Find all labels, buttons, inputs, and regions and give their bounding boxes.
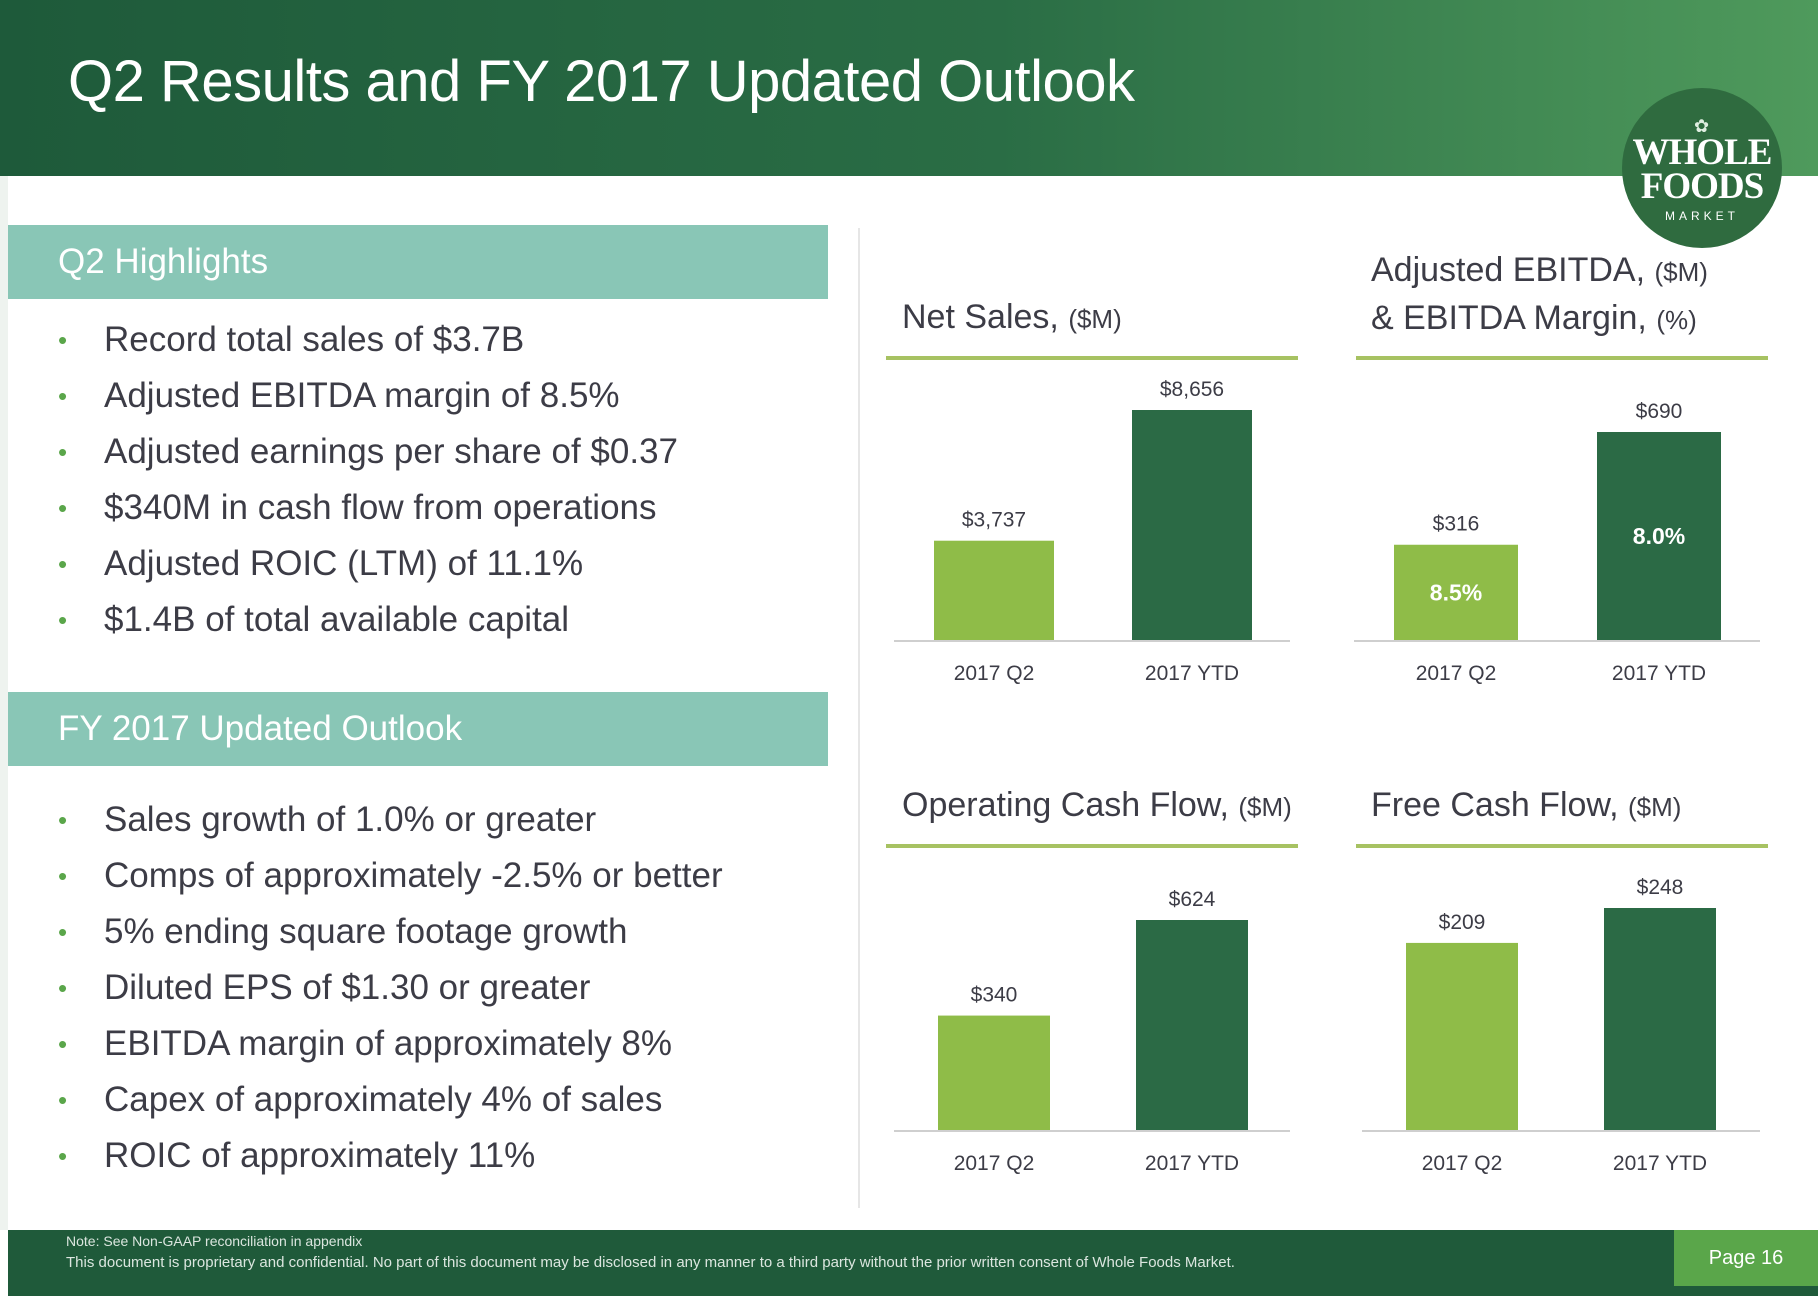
ebitda-title-text: Adjusted EBITDA, — [1371, 251, 1646, 289]
q2-highlight-item: $340M in cash flow from operations — [58, 480, 678, 536]
footer-bar — [8, 1230, 1818, 1296]
chart-1-margin-label: 8.0% — [1633, 523, 1685, 549]
q2-highlight-item: Adjusted earnings per share of $0.37 — [58, 424, 678, 480]
chart-3-tick-label: 2017 YTD — [1613, 1152, 1707, 1175]
ebitda-title-unit-2: (%) — [1656, 305, 1697, 335]
chart-1-tick-label: 2017 YTD — [1612, 662, 1706, 685]
chart-0-data-label: $3,737 — [962, 509, 1026, 532]
left-edge-strip — [0, 176, 8, 1230]
chart-1-data-label: $316 — [1433, 513, 1480, 536]
chart-2-data-label: $624 — [1169, 888, 1216, 911]
chart-1-bar — [1394, 544, 1518, 640]
ebitda-chart-title: Adjusted EBITDA, ($M) & EBITDA Margin, (… — [1371, 247, 1708, 343]
q2-highlight-item: $1.4B of total available capital — [58, 592, 678, 648]
chart-1-margin-label: 8.5% — [1430, 579, 1482, 605]
net-sales-title-text: Net Sales, — [902, 298, 1059, 336]
chart-0-bar — [1132, 410, 1252, 640]
ebitda-title-unit: ($M) — [1654, 257, 1708, 287]
fy-outlook-item: 5% ending square footage growth — [58, 904, 723, 960]
operating-cash-flow-chart-title: Operating Cash Flow, ($M) — [902, 782, 1292, 830]
fy-outlook-item: Comps of approximately -2.5% or better — [58, 848, 723, 904]
leaf-icon: ✿ — [1694, 116, 1710, 136]
chart-1-tick-label: 2017 Q2 — [1416, 662, 1497, 685]
chart-0-bar — [934, 540, 1054, 640]
q2-highlight-item: Record total sales of $3.7B — [58, 312, 678, 368]
fy-outlook-heading: FY 2017 Updated Outlook — [8, 692, 828, 766]
chart-2-tick-label: 2017 YTD — [1145, 1152, 1239, 1175]
fy-outlook-item: Capex of approximately 4% of sales — [58, 1072, 723, 1128]
net-sales-title-unit: ($M) — [1068, 304, 1122, 334]
q2-highlight-item: Adjusted EBITDA margin of 8.5% — [58, 368, 678, 424]
fy-outlook-item: EBITDA margin of approximately 8% — [58, 1016, 723, 1072]
chart-0-tick-label: 2017 YTD — [1145, 662, 1239, 685]
vertical-divider — [858, 228, 860, 1208]
q2-highlights-list: Record total sales of $3.7BAdjusted EBIT… — [58, 312, 678, 648]
logo-line-whole: WHOLE — [1632, 132, 1773, 173]
chart-3-data-label: $248 — [1637, 876, 1684, 899]
fy-outlook-item: ROIC of approximately 11% — [58, 1128, 723, 1184]
chart-1-bar — [1597, 432, 1721, 640]
fcf-title-text: Free Cash Flow, — [1371, 786, 1619, 824]
chart-2-data-label: $340 — [971, 984, 1018, 1007]
ocf-title-line — [886, 844, 1298, 848]
chart-3-data-label: $209 — [1439, 911, 1486, 934]
fy-outlook-item: Sales growth of 1.0% or greater — [58, 792, 723, 848]
q2-highlight-item: Adjusted ROIC (LTM) of 11.1% — [58, 536, 678, 592]
logo-line-foods: FOODS — [1640, 166, 1764, 207]
chart-3-tick-label: 2017 Q2 — [1422, 1152, 1503, 1175]
fy-outlook-list: Sales growth of 1.0% or greaterComps of … — [58, 792, 723, 1184]
net-sales-chart-title: Net Sales, ($M) — [902, 294, 1122, 342]
logo-line-market: MARKET — [1664, 209, 1739, 223]
free-cash-flow-chart-title: Free Cash Flow, ($M) — [1371, 782, 1681, 830]
net-sales-title-line — [886, 356, 1298, 360]
chart-2-tick-label: 2017 Q2 — [954, 1152, 1035, 1175]
footer-legal: This document is proprietary and confide… — [66, 1254, 1235, 1271]
page-number: Page 16 — [1674, 1230, 1818, 1286]
fcf-title-line — [1356, 844, 1768, 848]
chart-0-data-label: $8,656 — [1160, 378, 1224, 401]
page-title: Q2 Results and FY 2017 Updated Outlook — [68, 49, 1135, 114]
chart-3-bar — [1604, 908, 1716, 1130]
header-banner — [0, 0, 1818, 176]
chart-3-bar — [1406, 942, 1518, 1130]
ocf-title-text: Operating Cash Flow, — [902, 786, 1229, 824]
chart-0-tick-label: 2017 Q2 — [954, 662, 1035, 685]
q2-highlights-heading: Q2 Highlights — [8, 225, 828, 299]
fcf-title-unit: ($M) — [1627, 792, 1682, 822]
chart-2-bar — [938, 1015, 1050, 1130]
fy-outlook-item: Diluted EPS of $1.30 or greater — [58, 960, 723, 1016]
chart-1-data-label: $690 — [1636, 400, 1683, 423]
chart-2-bar — [1136, 920, 1248, 1130]
ocf-title-unit: ($M) — [1238, 792, 1292, 822]
footer-note: Note: See Non-GAAP reconciliation in app… — [66, 1233, 363, 1249]
ebitda-title-line — [1356, 356, 1768, 360]
whole-foods-logo: ✿ WHOLE FOODS MARKET — [1622, 88, 1782, 248]
ebitda-title-text-2: & EBITDA Margin, — [1371, 299, 1647, 337]
